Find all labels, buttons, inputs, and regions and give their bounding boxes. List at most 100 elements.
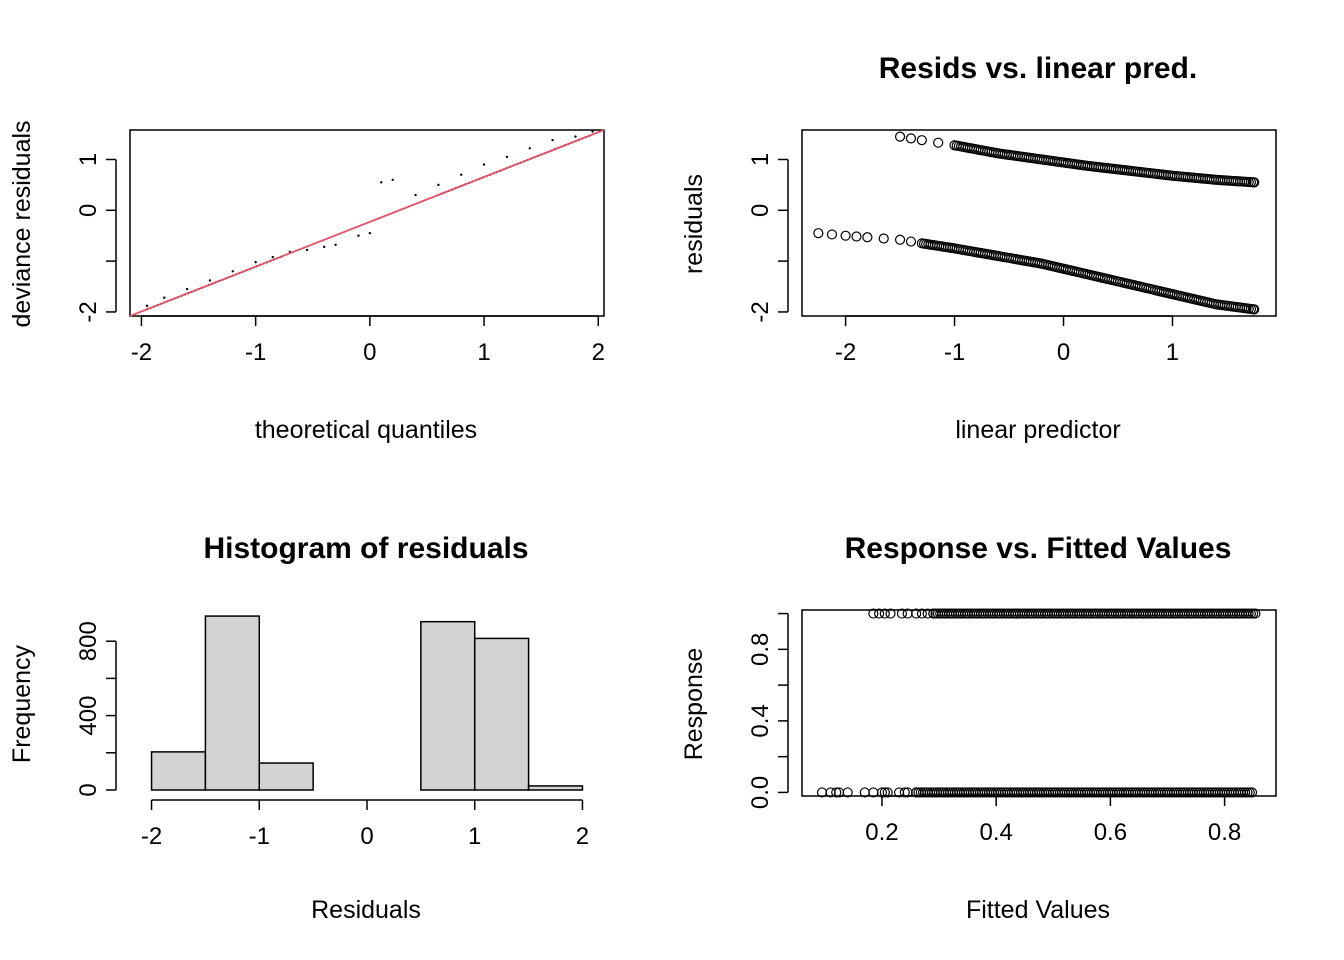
qq-x-tick-label: 0 [363, 339, 376, 366]
resid-y-tick-label: 1 [747, 153, 774, 166]
response-vs-fitted-x-label: Fitted Values [966, 896, 1110, 924]
qq-point [305, 248, 309, 252]
histogram-bar [420, 620, 476, 791]
qq-point [334, 243, 337, 247]
resid-vs-linpred-x-axis: -2 -1 0 1 [835, 315, 1179, 366]
qq-point [231, 270, 234, 273]
qq-point [145, 304, 149, 308]
histogram-y-tick-label: 800 [75, 621, 102, 661]
resid-vs-linpred-y-label: residuals [680, 174, 708, 274]
qq-point [254, 260, 257, 264]
qq-point [163, 296, 166, 299]
histogram-y-tick-label: 0 [75, 783, 102, 796]
histogram-x-tick-label: 2 [576, 823, 589, 850]
response-point [916, 608, 928, 619]
histogram-x-axis: -2 -1 0 1 2 [141, 799, 589, 850]
histogram-bar [527, 785, 584, 791]
qq-point [391, 178, 394, 182]
qq-point [591, 130, 594, 133]
response-x-tick-label: 0.6 [1094, 819, 1127, 846]
response-y-tick-label: 0.4 [747, 704, 774, 737]
histogram-x-label: Residuals [311, 896, 421, 924]
qq-point [574, 135, 577, 138]
qq-x-tick-label: 2 [592, 339, 605, 366]
response-point [896, 608, 908, 619]
resid-point [826, 229, 838, 240]
histogram-y-label: Frequency [8, 644, 36, 763]
histogram-bar [150, 751, 207, 791]
response-point [922, 608, 933, 619]
response-point [879, 608, 890, 619]
histogram-bar [258, 762, 314, 791]
response-x-tick-label: 0.2 [865, 819, 898, 846]
qq-x-tick-label: -1 [245, 339, 266, 366]
response-x-tick-label: 0.4 [979, 819, 1012, 846]
resid-point [894, 131, 906, 142]
response-point [1250, 608, 1261, 619]
resid-point [916, 135, 927, 146]
histogram-bars [150, 615, 584, 791]
histogram-y-axis: 0 400 800 [75, 621, 117, 797]
resid-point [878, 233, 889, 244]
histogram-x-tick-label: -2 [141, 823, 162, 850]
response-x-tick-label: 0.8 [1208, 819, 1241, 846]
qq-point [437, 183, 440, 187]
qq-point [505, 155, 509, 159]
histogram-panel: Histogram of residuals -2 -1 0 1 2 0 400 800 R… [8, 532, 589, 924]
qq-point [551, 138, 554, 142]
resid-x-tick-label: 0 [1057, 339, 1070, 366]
response-point [831, 787, 842, 798]
response-vs-fitted-frame [801, 609, 1277, 797]
histogram-x-tick-label: -1 [249, 823, 270, 850]
resid-point [862, 232, 873, 243]
resid-point [813, 228, 824, 239]
response-point [885, 608, 896, 619]
response-vs-fitted-y-label: Response [680, 648, 708, 761]
resid-x-tick-label: -2 [835, 339, 856, 366]
qq-x-tick-label: 1 [477, 339, 490, 366]
qq-point [322, 245, 326, 249]
response-point [873, 608, 885, 619]
response-point [911, 608, 922, 619]
qq-point [380, 181, 383, 184]
qq-point [208, 279, 212, 282]
resid-vs-linpred-x-label: linear predictor [955, 416, 1120, 444]
qq-plot-y-label: deviance residuals [8, 120, 36, 327]
resid-x-tick-label: 1 [1166, 339, 1179, 366]
response-vs-fitted-x-axis: 0.2 0.4 0.6 0.8 [865, 795, 1241, 846]
qq-point [528, 147, 531, 150]
histogram-bar [473, 637, 530, 791]
resid-point [905, 133, 917, 144]
qq-y-tick-label: -2 [75, 301, 102, 322]
resid-point [851, 231, 862, 242]
qq-plot-x-label: theoretical quantiles [255, 416, 477, 444]
histogram-x-tick-label: 0 [360, 823, 373, 850]
response-point [899, 787, 910, 798]
response-point [879, 787, 890, 798]
response-point [842, 787, 853, 798]
resid-point [905, 236, 917, 247]
resid-point [840, 230, 851, 241]
qq-point [460, 173, 463, 176]
qq-point [482, 163, 486, 166]
resid-x-tick-label: -1 [944, 339, 965, 366]
histogram-x-tick-label: 1 [468, 823, 481, 850]
resid-point [894, 234, 906, 245]
qq-y-tick-label: 0 [75, 204, 102, 217]
response-point [868, 608, 879, 619]
response-vs-fitted-y-axis: 0.0 0.4 0.8 [747, 612, 789, 809]
resid-vs-linpred-points [813, 131, 1260, 315]
qq-point [368, 231, 372, 235]
resid-point [1249, 304, 1260, 315]
resid-point [1249, 177, 1260, 188]
qq-reference-line [129, 129, 605, 317]
histogram-bar [204, 615, 261, 791]
resid-point [933, 137, 944, 148]
qq-point [414, 193, 417, 197]
qq-x-tick-label: -2 [131, 339, 152, 366]
qq-y-tick-label: 1 [75, 153, 102, 166]
qq-point [357, 234, 360, 237]
resid-vs-linpred-title: Resids vs. linear pred. [879, 52, 1197, 85]
qq-plot-x-axis: -2 -1 0 1 2 [131, 315, 605, 366]
